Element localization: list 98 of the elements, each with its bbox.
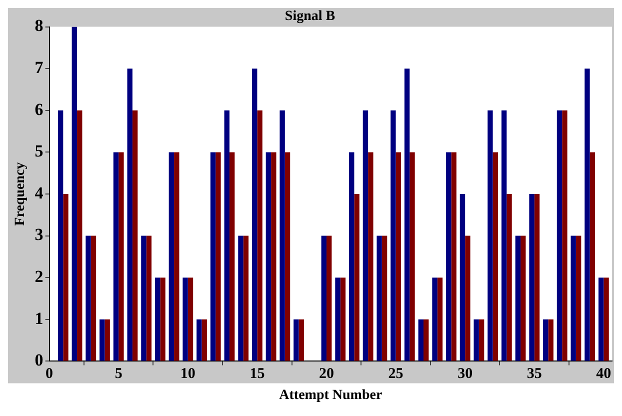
bar bbox=[534, 194, 540, 361]
bar bbox=[216, 152, 221, 361]
bar bbox=[77, 110, 82, 361]
bar bbox=[141, 236, 146, 361]
bar bbox=[584, 68, 590, 361]
bar bbox=[63, 194, 68, 361]
bar bbox=[556, 110, 562, 361]
bar bbox=[280, 110, 285, 361]
bar bbox=[168, 152, 174, 361]
x-tick-label: 30 bbox=[458, 366, 473, 382]
x-tick-label: 25 bbox=[388, 366, 404, 382]
bar bbox=[570, 236, 576, 361]
bar bbox=[362, 110, 368, 361]
bar bbox=[410, 152, 415, 361]
bar bbox=[465, 236, 470, 361]
bar bbox=[58, 110, 64, 361]
x-tick-label: 40 bbox=[596, 366, 612, 382]
bar bbox=[104, 319, 110, 361]
bar bbox=[590, 152, 596, 361]
x-tick-label: 10 bbox=[180, 366, 196, 382]
bar bbox=[202, 319, 207, 361]
bar bbox=[146, 236, 152, 361]
y-tick-label: 1 bbox=[34, 308, 44, 328]
bar bbox=[404, 68, 410, 361]
y-tick-label: 3 bbox=[34, 225, 44, 244]
bar bbox=[548, 319, 554, 361]
bar bbox=[451, 152, 456, 361]
bar bbox=[154, 278, 160, 361]
y-tick-label: 0 bbox=[34, 350, 44, 370]
bar bbox=[229, 152, 235, 361]
bar bbox=[576, 236, 582, 361]
bar bbox=[488, 110, 493, 361]
bar bbox=[132, 110, 138, 361]
bar bbox=[326, 236, 332, 361]
bar bbox=[127, 68, 132, 361]
bar bbox=[446, 152, 452, 361]
x-tick-label: 35 bbox=[526, 366, 542, 382]
bar bbox=[284, 152, 290, 361]
bar bbox=[460, 194, 466, 361]
chart-title: Signal B bbox=[284, 9, 336, 24]
bar bbox=[390, 110, 396, 361]
bar bbox=[432, 278, 438, 361]
y-tick-label: 8 bbox=[34, 16, 44, 36]
bar bbox=[113, 152, 119, 361]
bar bbox=[72, 26, 78, 361]
bar bbox=[174, 152, 180, 361]
y-tick-label: 4 bbox=[34, 183, 44, 202]
bar bbox=[224, 110, 230, 361]
bar bbox=[298, 319, 304, 361]
bar bbox=[354, 194, 360, 361]
bar bbox=[257, 110, 262, 361]
x-tick-label: 15 bbox=[250, 366, 265, 382]
bar bbox=[474, 319, 479, 361]
bar bbox=[266, 152, 272, 361]
bar bbox=[340, 278, 346, 361]
x-axis-title: Attempt Number bbox=[279, 388, 382, 404]
bar bbox=[604, 278, 609, 361]
x-tick-label: 5 bbox=[114, 366, 122, 382]
bar bbox=[349, 152, 354, 361]
bar bbox=[424, 319, 429, 361]
bar bbox=[271, 152, 276, 361]
bar bbox=[515, 236, 521, 361]
bar bbox=[100, 319, 105, 361]
y-tick-label: 7 bbox=[34, 58, 44, 77]
bar bbox=[376, 236, 382, 361]
bar bbox=[160, 278, 166, 361]
bar bbox=[529, 194, 534, 361]
bar bbox=[321, 236, 326, 361]
y-tick-label: 6 bbox=[34, 100, 44, 119]
bar bbox=[506, 194, 512, 361]
bar bbox=[598, 278, 604, 361]
bar bbox=[294, 319, 299, 361]
bar bbox=[368, 152, 374, 361]
bar bbox=[562, 110, 568, 361]
y-tick-label: 5 bbox=[34, 142, 44, 161]
x-tick-label: 20 bbox=[318, 366, 334, 382]
bar bbox=[396, 152, 401, 361]
y-axis-title: Frequency bbox=[13, 162, 28, 226]
bar bbox=[196, 319, 202, 361]
bar bbox=[437, 278, 443, 361]
bar bbox=[478, 319, 484, 361]
bar bbox=[335, 278, 340, 361]
bar bbox=[543, 319, 548, 361]
bar bbox=[86, 236, 91, 361]
bar bbox=[210, 152, 216, 361]
y-tick-label: 2 bbox=[34, 266, 44, 286]
bar bbox=[182, 278, 188, 361]
bar bbox=[520, 236, 526, 361]
bar bbox=[188, 278, 194, 361]
bar bbox=[252, 68, 258, 361]
bar bbox=[501, 110, 507, 361]
bar bbox=[492, 152, 498, 361]
bar bbox=[382, 236, 388, 361]
bar bbox=[238, 236, 244, 361]
bar bbox=[418, 319, 424, 361]
bar bbox=[90, 236, 96, 361]
bar bbox=[118, 152, 124, 361]
bar bbox=[243, 236, 249, 361]
